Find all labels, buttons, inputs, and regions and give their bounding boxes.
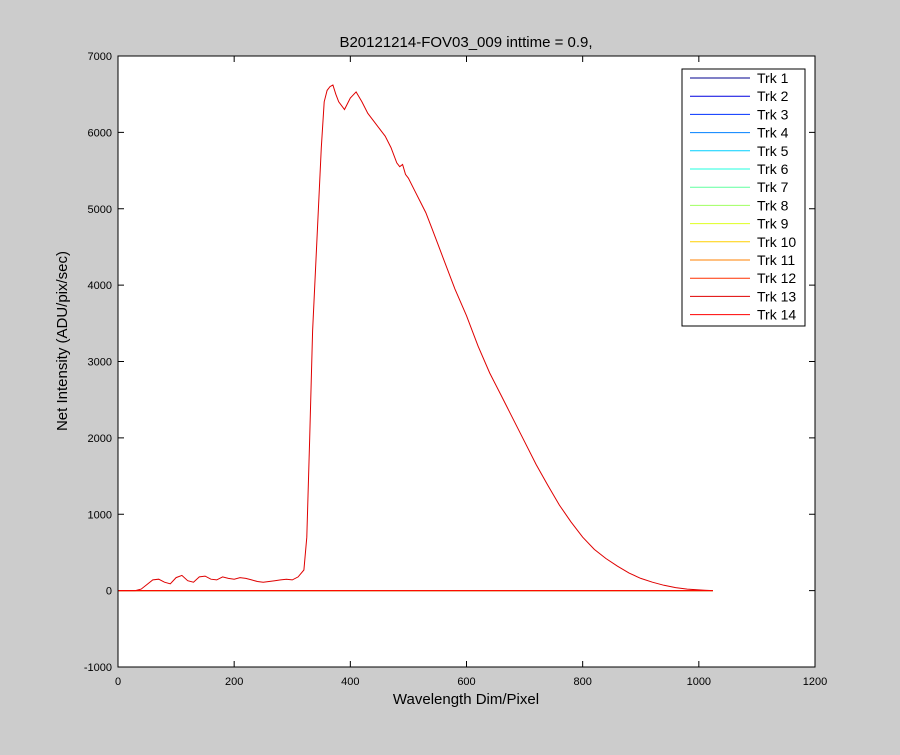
x-tick-label: 200 (225, 676, 243, 688)
series-lines (118, 84, 713, 592)
y-tick-label: 4000 (88, 280, 112, 292)
plot-frame (117, 55, 816, 668)
legend-box (681, 68, 806, 327)
x-tick-label: 600 (457, 676, 475, 688)
legend-label-9: Trk 9 (757, 216, 789, 232)
legend-label-7: Trk 7 (757, 179, 789, 195)
x-tick-label: 1200 (803, 676, 827, 688)
x-tick-label: 1000 (687, 676, 711, 688)
y-tick-label: 7000 (88, 51, 112, 63)
y-tick-label: 3000 (88, 357, 112, 369)
y-axis-label: Net Intensity (ADU/pix/sec) (54, 251, 71, 431)
legend-label-12: Trk 12 (757, 270, 796, 286)
legend-label-4: Trk 4 (757, 125, 789, 141)
y-tick-label: 1000 (88, 509, 112, 521)
legend-label-10: Trk 10 (757, 234, 796, 250)
legend-items: Trk 1 Trk 2 Trk 3 Trk 4 Trk 5 Trk 6 Trk 7 Trk 8… (690, 70, 796, 323)
legend-label-11: Trk 11 (757, 252, 795, 268)
legend: Trk 1 Trk 2 Trk 3 Trk 4 Trk 5 Trk 6 Trk 7 Trk 8… (681, 68, 806, 327)
x-tick-label: 800 (573, 676, 591, 688)
legend-label-3: Trk 3 (757, 106, 789, 122)
y-tick-label: 5000 (88, 204, 112, 216)
x-tick-label: 0 (115, 676, 121, 688)
y-tick-label: 0 (106, 586, 112, 598)
legend-label-14: Trk 14 (757, 307, 796, 323)
legend-label-1: Trk 1 (757, 70, 789, 86)
legend-label-8: Trk 8 (757, 197, 789, 213)
x-axis-label: Wavelength Dim/Pixel (393, 691, 539, 708)
x-tick-label: 400 (341, 676, 359, 688)
chart-title: B20121214-FOV03_009 inttime = 0.9, (339, 34, 592, 51)
legend-label-2: Trk 2 (757, 88, 789, 104)
y-tick-label: -1000 (84, 662, 112, 674)
legend-label-6: Trk 6 (757, 161, 789, 177)
legend-label-5: Trk 5 (757, 143, 789, 159)
x-tick-labels: 0 200 400 600 800 1000 1200 (115, 676, 827, 688)
legend-label-13: Trk 13 (757, 288, 796, 304)
series-line-13 (118, 84, 713, 592)
y-tick-labels: -1000 0 1000 2000 3000 4000 5000 6000 7000 (84, 51, 112, 674)
y-tick-label: 6000 (88, 127, 112, 139)
y-tick-label: 2000 (88, 433, 112, 445)
